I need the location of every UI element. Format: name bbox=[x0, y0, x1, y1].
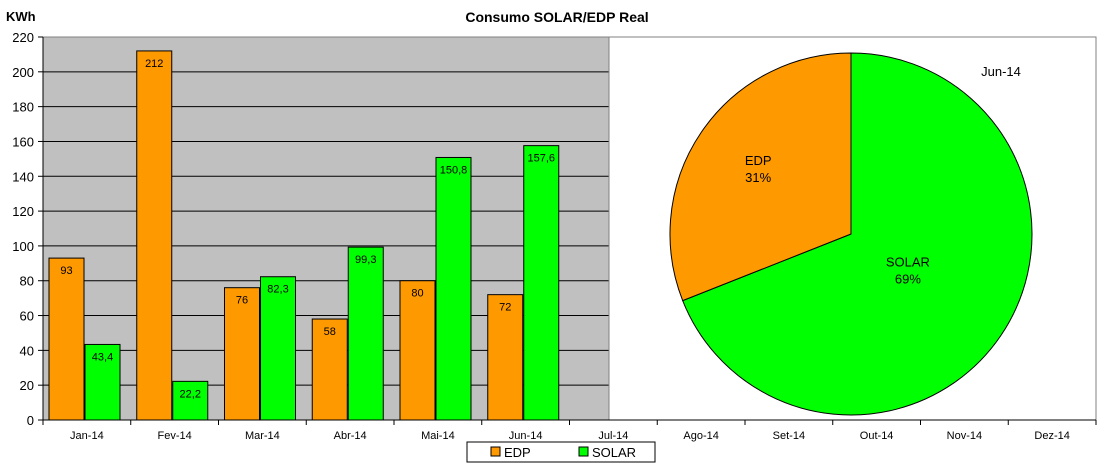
data-label-solar: 22,2 bbox=[180, 388, 201, 400]
bar-edp bbox=[224, 287, 260, 421]
data-label-edp: 212 bbox=[145, 58, 163, 70]
data-label-edp: 93 bbox=[60, 265, 72, 277]
y-axis-unit: KWh bbox=[6, 9, 36, 24]
y-tick-label: 120 bbox=[12, 204, 34, 219]
legend-swatch-solar bbox=[578, 446, 589, 457]
x-tick-label: Jun-14 bbox=[509, 430, 543, 442]
y-tick-label: 20 bbox=[20, 378, 34, 393]
legend-box bbox=[466, 441, 656, 463]
bar-solar bbox=[172, 380, 209, 421]
pie-slice-edp bbox=[669, 52, 852, 302]
y-tick-label: 160 bbox=[12, 134, 34, 149]
pie-slice-solar bbox=[682, 52, 1033, 416]
pie-percent-solar: 69% bbox=[895, 272, 921, 287]
data-label-edp: 58 bbox=[324, 326, 336, 338]
x-tick-label: Abr-14 bbox=[334, 430, 367, 442]
bar-edp bbox=[487, 294, 524, 421]
bar-edp bbox=[48, 257, 85, 421]
y-tick-label: 200 bbox=[12, 65, 34, 80]
x-tick-label: Out-14 bbox=[860, 430, 894, 442]
x-axis: Jan-14 Fev-14 Mar-14 Abr-14 Mai-14 Jun-14 Jul-… bbox=[42, 419, 1097, 442]
legend-label-edp: EDP bbox=[504, 445, 531, 460]
data-label-solar: 150,8 bbox=[440, 164, 468, 176]
bar-solar bbox=[347, 246, 384, 421]
y-tick-label: 180 bbox=[12, 100, 34, 115]
data-label-edp: 76 bbox=[236, 295, 248, 307]
bar-edp bbox=[311, 318, 348, 421]
x-tick-label: Ago-14 bbox=[683, 430, 718, 442]
data-label-solar: 82,3 bbox=[267, 284, 288, 296]
data-labels: 93 212 76 58 80 72 43,4 22,2 82,3 99,3 150,8 157,6 bbox=[60, 58, 555, 400]
y-axis: 0 20 40 60 80 100 120 140 160 180 200 220 bbox=[12, 30, 44, 428]
pie-title: Jun-14 bbox=[981, 64, 1021, 79]
data-label-edp: 80 bbox=[411, 288, 423, 300]
x-tick-label: Fev-14 bbox=[158, 430, 192, 442]
pie-label-solar: SOLAR bbox=[886, 255, 930, 270]
y-tick-label: 100 bbox=[12, 239, 34, 254]
x-tick-label: Dez-14 bbox=[1034, 430, 1069, 442]
x-tick-label: Jan-14 bbox=[70, 430, 104, 442]
y-tick-label: 0 bbox=[27, 413, 34, 428]
legend: EDP SOLAR bbox=[466, 441, 656, 463]
bar-solar bbox=[260, 276, 296, 421]
pie-percent-edp: 31% bbox=[745, 170, 771, 185]
bar-edp bbox=[399, 280, 436, 421]
x-tick-label: Mai-14 bbox=[421, 430, 455, 442]
bar-solar bbox=[523, 145, 560, 421]
x-tick-label: Set-14 bbox=[773, 430, 805, 442]
data-label-edp: 72 bbox=[499, 302, 511, 314]
pie-label-edp: EDP bbox=[745, 153, 772, 168]
y-tick-label: 60 bbox=[20, 309, 34, 324]
x-tick-label: Nov-14 bbox=[947, 430, 982, 442]
data-label-solar: 43,4 bbox=[92, 351, 113, 363]
y-tick-label: 220 bbox=[12, 30, 34, 45]
bar-edp bbox=[136, 50, 173, 421]
y-tick-label: 40 bbox=[20, 343, 34, 358]
pie-chart: SOLAR 69% EDP 31% bbox=[669, 52, 1033, 416]
x-tick-label: Jul-14 bbox=[598, 430, 628, 442]
y-tick-label: 80 bbox=[20, 274, 34, 289]
x-tick-label: Mar-14 bbox=[245, 430, 280, 442]
y-tick-label: 140 bbox=[12, 169, 34, 184]
chart-title: Consumo SOLAR/EDP Real bbox=[465, 9, 648, 25]
bar-solar bbox=[435, 156, 472, 421]
data-label-solar: 157,6 bbox=[527, 153, 555, 165]
legend-label-solar: SOLAR bbox=[592, 445, 636, 460]
data-label-solar: 99,3 bbox=[355, 254, 376, 266]
legend-swatch-edp bbox=[490, 446, 501, 457]
